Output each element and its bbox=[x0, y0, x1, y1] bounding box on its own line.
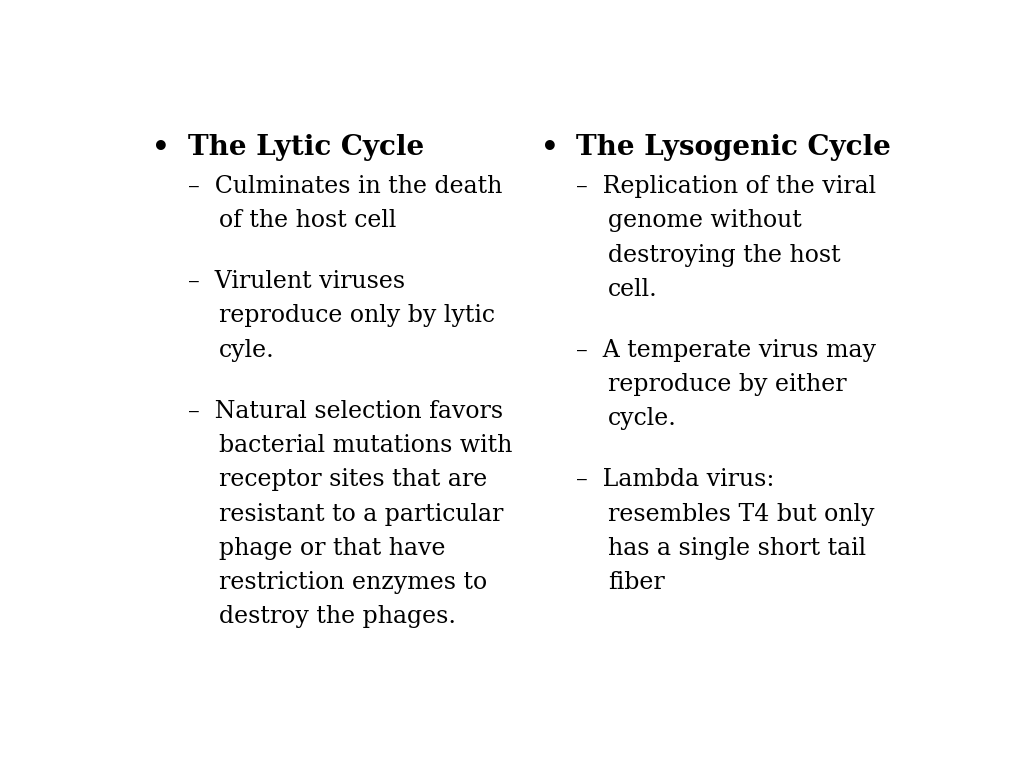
Text: reproduce by either: reproduce by either bbox=[608, 373, 847, 396]
Text: •: • bbox=[541, 134, 558, 161]
Text: bacterial mutations with: bacterial mutations with bbox=[219, 434, 513, 457]
Text: –  Natural selection favors: – Natural selection favors bbox=[187, 399, 503, 422]
Text: of the host cell: of the host cell bbox=[219, 209, 396, 232]
Text: restriction enzymes to: restriction enzymes to bbox=[219, 571, 487, 594]
Text: –  Replication of the viral: – Replication of the viral bbox=[577, 175, 877, 198]
Text: cell.: cell. bbox=[608, 278, 657, 301]
Text: destroy the phages.: destroy the phages. bbox=[219, 605, 457, 628]
Text: destroying the host: destroying the host bbox=[608, 243, 841, 266]
Text: fiber: fiber bbox=[608, 571, 665, 594]
Text: cycle.: cycle. bbox=[608, 407, 677, 430]
Text: –  Virulent viruses: – Virulent viruses bbox=[187, 270, 404, 293]
Text: –  Lambda virus:: – Lambda virus: bbox=[577, 468, 775, 492]
Text: The Lytic Cycle: The Lytic Cycle bbox=[187, 134, 424, 161]
Text: receptor sites that are: receptor sites that are bbox=[219, 468, 487, 492]
Text: has a single short tail: has a single short tail bbox=[608, 537, 866, 560]
Text: cyle.: cyle. bbox=[219, 339, 275, 362]
Text: –  A temperate virus may: – A temperate virus may bbox=[577, 339, 877, 362]
Text: genome without: genome without bbox=[608, 209, 802, 232]
Text: phage or that have: phage or that have bbox=[219, 537, 445, 560]
Text: reproduce only by lytic: reproduce only by lytic bbox=[219, 304, 496, 327]
Text: •: • bbox=[152, 134, 170, 161]
Text: The Lysogenic Cycle: The Lysogenic Cycle bbox=[577, 134, 891, 161]
Text: resistant to a particular: resistant to a particular bbox=[219, 502, 504, 525]
Text: –  Culminates in the death: – Culminates in the death bbox=[187, 175, 502, 198]
Text: resembles T4 but only: resembles T4 but only bbox=[608, 502, 874, 525]
